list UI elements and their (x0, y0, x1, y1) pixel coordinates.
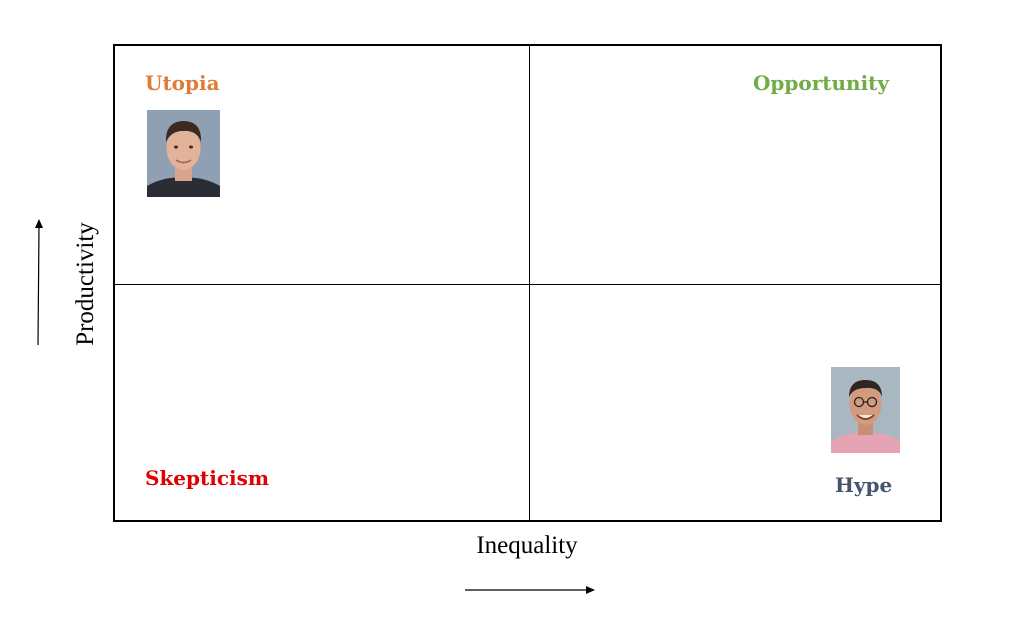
quadrant-label-hype: Hype (835, 473, 893, 497)
person-photo-icon (831, 367, 900, 453)
y-axis-arrow-icon (35, 219, 43, 346)
person-photo-icon (147, 110, 220, 197)
y-axis-label: Productivity (72, 222, 99, 346)
vertical-divider (529, 46, 530, 520)
x-axis-label: Inequality (476, 532, 578, 559)
quadrant-matrix (113, 44, 942, 522)
x-axis-arrow-icon (465, 586, 595, 594)
horizontal-divider (115, 284, 940, 285)
quadrant-label-skepticism: Skepticism (145, 466, 270, 490)
quadrant-label-opportunity: Opportunity (753, 71, 890, 95)
person-photo-hype (831, 367, 900, 453)
quadrant-label-utopia: Utopia (145, 71, 220, 95)
person-photo-utopia (147, 110, 220, 197)
